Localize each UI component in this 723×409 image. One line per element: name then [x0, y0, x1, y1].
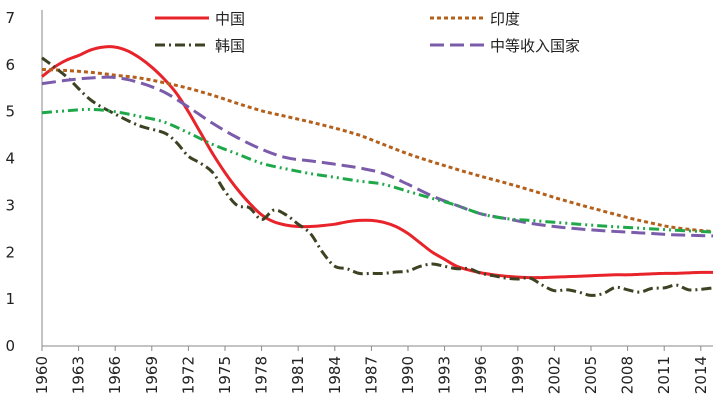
x-tick-label: 1984: [326, 356, 344, 394]
x-tick-label: 1978: [253, 356, 271, 394]
x-tick-label: 1987: [362, 356, 380, 394]
y-tick-label: 6: [5, 56, 15, 74]
y-tick-label: 3: [5, 196, 15, 214]
x-tick-label: 2014: [692, 356, 710, 394]
legend-label: 中国: [215, 10, 245, 28]
series-line-3: [41, 56, 714, 297]
x-tick-label: 1963: [70, 356, 88, 394]
x-tick-label: 2011: [655, 356, 673, 394]
x-tick-label: 1990: [399, 356, 417, 394]
y-tick-label: 5: [5, 103, 15, 121]
x-tick-label: 1972: [179, 356, 197, 394]
legend-label: 印度: [490, 10, 520, 28]
x-tick-label: 1975: [216, 356, 234, 394]
series-lines: [41, 45, 714, 297]
x-tick-label: 1996: [472, 356, 490, 394]
legend-label: 韩国: [215, 37, 245, 55]
series-line-2: [41, 68, 714, 234]
x-tick-label: 1969: [143, 356, 161, 394]
x-tick-label: 2002: [545, 356, 563, 394]
x-tick-label: 1966: [106, 356, 124, 394]
y-tick-label: 2: [5, 243, 15, 261]
legend-label: 中等收入国家: [490, 37, 580, 55]
y-tick-label: 1: [5, 290, 15, 308]
x-tick-label: 2005: [582, 356, 600, 394]
series-line-4: [41, 75, 714, 238]
x-tick-label: 1960: [33, 356, 51, 394]
y-tick-label: 4: [5, 150, 15, 168]
series-line-5: [41, 107, 714, 234]
x-tick-label: 1999: [509, 356, 527, 394]
y-tick-label: 7: [5, 9, 15, 27]
x-tick-label: 2008: [619, 356, 637, 394]
series-line-1: [41, 45, 713, 280]
y-tick-label: 0: [5, 337, 15, 355]
axes: 0 1 2 3 4 5 6 7 1960 1963 1966 1969 1972 1975 1978 1981…: [5, 9, 713, 394]
x-tick-label: 1993: [436, 356, 454, 394]
x-tick-label: 1981: [289, 356, 307, 394]
